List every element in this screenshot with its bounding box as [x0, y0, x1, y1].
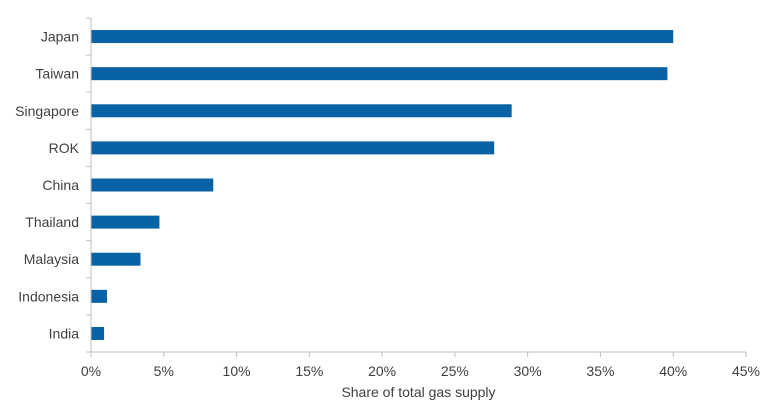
bar-taiwan — [91, 67, 668, 81]
bar-rok — [91, 141, 495, 155]
x-tick-label: 40% — [659, 363, 687, 379]
bar-india — [91, 326, 105, 340]
category-label-taiwan: Taiwan — [35, 66, 79, 82]
x-tick-label: 10% — [223, 363, 251, 379]
x-tick-label: 35% — [586, 363, 614, 379]
bar-malaysia — [91, 252, 141, 266]
x-tick-label: 45% — [732, 363, 760, 379]
category-label-japan: Japan — [41, 29, 79, 45]
y-axis: Japan Taiwan Singapore ROK China Thailand Mala… — [15, 17, 92, 353]
category-label-malaysia: Malaysia — [24, 251, 79, 267]
x-axis-title: Share of total gas supply — [341, 384, 495, 400]
x-tick-label: 30% — [514, 363, 542, 379]
bar-thailand — [91, 215, 160, 229]
x-tick-label: 20% — [368, 363, 396, 379]
category-label-india: India — [49, 325, 80, 341]
category-label-china: China — [42, 177, 79, 193]
category-label-indonesia: Indonesia — [18, 288, 79, 304]
bar-china — [91, 178, 214, 192]
bars-group — [91, 30, 674, 340]
x-tick-label: 25% — [441, 363, 469, 379]
category-label-singapore: Singapore — [15, 103, 79, 119]
bar-japan — [91, 30, 674, 44]
category-label-thailand: Thailand — [25, 214, 79, 230]
x-tick-label: 5% — [154, 363, 174, 379]
bar-indonesia — [91, 289, 108, 303]
bar-singapore — [91, 104, 512, 118]
x-axis: 0% 5% 10% 15% 20% 25% 30% 35% 40% 45% — [81, 351, 760, 379]
category-label-rok: ROK — [49, 140, 80, 156]
x-tick-label: 0% — [81, 363, 101, 379]
x-tick-label: 15% — [295, 363, 323, 379]
